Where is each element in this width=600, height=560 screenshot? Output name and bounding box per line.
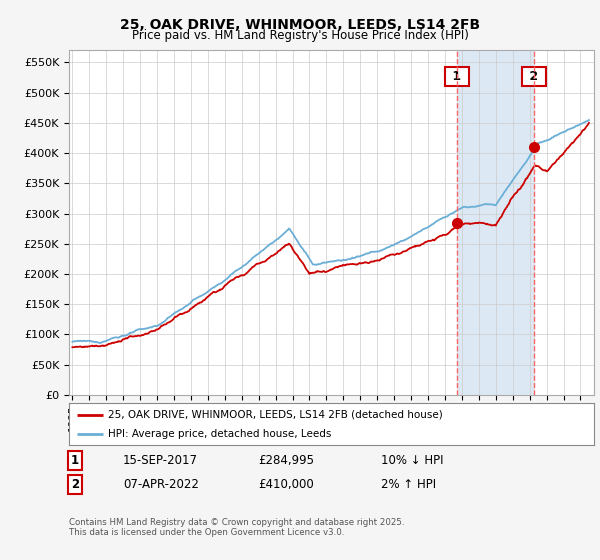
Text: 15-SEP-2017: 15-SEP-2017: [123, 454, 198, 467]
Text: 1: 1: [448, 70, 466, 83]
Bar: [457, 50, 534, 395]
Text: 07-APR-2022: 07-APR-2022: [123, 478, 199, 491]
Text: Contains HM Land Registry data © Crown copyright and database right 2025.
This d: Contains HM Land Registry data © Crown c…: [69, 518, 404, 538]
Text: 1: 1: [71, 454, 79, 467]
Text: 25, OAK DRIVE, WHINMOOR, LEEDS, LS14 2FB: 25, OAK DRIVE, WHINMOOR, LEEDS, LS14 2FB: [120, 18, 480, 32]
Text: 2: 2: [526, 70, 543, 83]
Text: 10% ↓ HPI: 10% ↓ HPI: [381, 454, 443, 467]
Text: HPI: Average price, detached house, Leeds: HPI: Average price, detached house, Leed…: [109, 429, 332, 439]
Text: 2% ↑ HPI: 2% ↑ HPI: [381, 478, 436, 491]
Text: 2: 2: [71, 478, 79, 491]
Text: £410,000: £410,000: [258, 478, 314, 491]
Text: Price paid vs. HM Land Registry's House Price Index (HPI): Price paid vs. HM Land Registry's House …: [131, 29, 469, 42]
Text: £284,995: £284,995: [258, 454, 314, 467]
Text: 25, OAK DRIVE, WHINMOOR, LEEDS, LS14 2FB (detached house): 25, OAK DRIVE, WHINMOOR, LEEDS, LS14 2FB…: [109, 409, 443, 419]
